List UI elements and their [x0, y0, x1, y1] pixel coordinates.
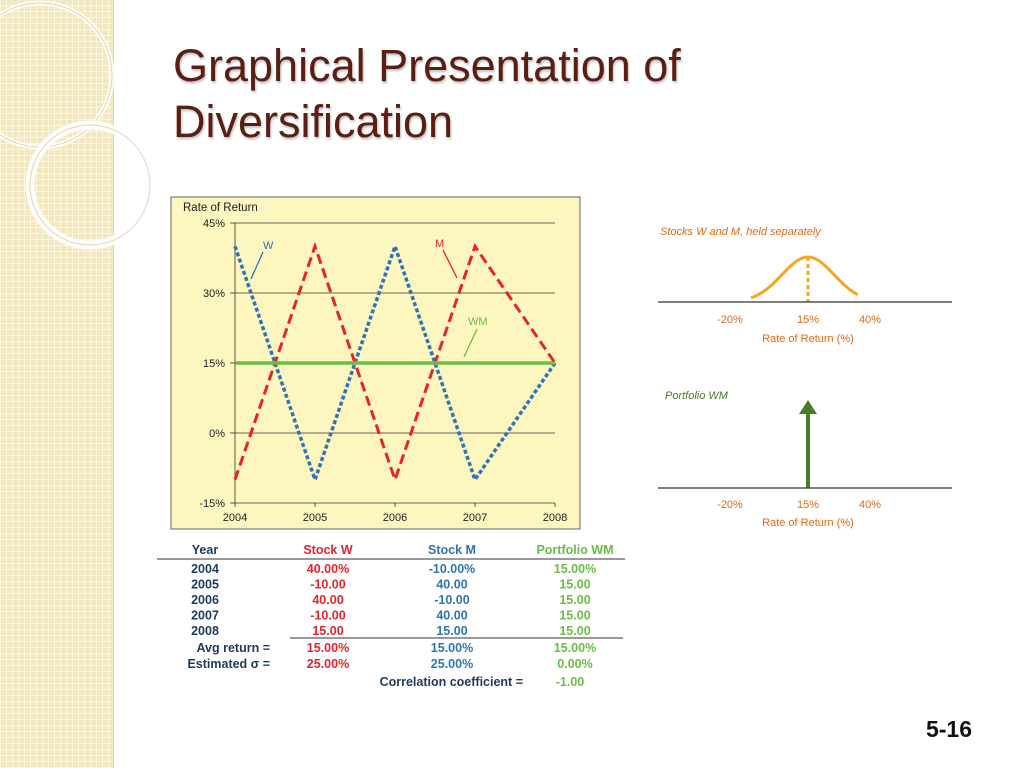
portfolio-x-tick: 40% — [859, 499, 881, 511]
table-value-cell: 40.00% — [307, 562, 349, 576]
y-tick-label: 15% — [203, 358, 225, 370]
std-dev-label: Estimated σ = — [187, 657, 270, 671]
separate-stocks-distribution-chart: Stocks W and M, held separately -20% 15% 4… — [658, 226, 952, 345]
portfolio-x-label: Rate of Return (%) — [762, 517, 854, 529]
x-tick-label: 2007 — [463, 512, 487, 524]
series-label-m: M — [435, 238, 444, 250]
series-line-m — [233, 241, 557, 485]
series-pointer-w — [250, 251, 264, 280]
avg-return-wm: 15.00% — [554, 641, 596, 655]
series-line-w — [233, 240, 557, 486]
table-year-cell: 2007 — [191, 609, 219, 623]
portfolio-x-tick: -20% — [717, 499, 743, 511]
slide-title: Graphical Presentation of Diversificatio… — [173, 38, 873, 150]
distribution-x-tick: 15% — [797, 314, 819, 326]
title-line-1: Graphical Presentation of — [173, 40, 681, 91]
table-year-cell: 2006 — [191, 593, 219, 607]
series-pointer-m — [442, 249, 458, 279]
returns-line-chart: Rate of Return 45% 30% 15% 0% -15% 2004 2005 2… — [170, 196, 581, 530]
table-value-cell: 15.00 — [559, 593, 590, 607]
correlation-label: Correlation coefficient = — [380, 675, 523, 689]
normal-curve — [750, 255, 859, 300]
table-value-cell: 15.00 — [559, 624, 590, 638]
slide-number: 5-16 — [925, 716, 972, 742]
series-label-w: W — [263, 240, 274, 252]
table-value-cell: 15.00 — [312, 624, 343, 638]
portfolio-x-tick: 15% — [797, 499, 819, 511]
title-line-2: Diversification — [173, 96, 454, 147]
table-value-cell: -10.00 — [434, 593, 469, 607]
series-label-wm: WM — [468, 316, 488, 328]
x-tick-label: 2006 — [383, 512, 407, 524]
header-stock-w: Stock W — [303, 543, 353, 557]
header-year: Year — [192, 543, 219, 557]
table-value-cell: -10.00 — [310, 578, 345, 592]
table-value-cell: 15.00 — [559, 578, 590, 592]
header-portfolio-wm: Portfolio WM — [536, 543, 613, 557]
avg-return-label: Avg return = — [196, 641, 270, 655]
decorative-circles — [0, 0, 155, 250]
table-year-cell: 2005 — [191, 578, 219, 592]
y-tick-label: -15% — [199, 498, 225, 510]
x-tick-label: 2004 — [223, 512, 247, 524]
avg-return-w: 15.00% — [307, 641, 349, 655]
distribution-x-tick: -20% — [717, 314, 743, 326]
table-year-cell: 2004 — [191, 562, 219, 576]
table-value-cell: -10.00% — [429, 562, 476, 576]
table-value-cell: 40.00 — [312, 593, 343, 607]
table-value-cell: 15.00 — [559, 609, 590, 623]
std-dev-w: 25.00% — [307, 657, 349, 671]
returns-table: Year Stock W Stock M Portfolio WM 2004 40… — [157, 543, 625, 689]
table-value-cell: -10.00 — [310, 609, 345, 623]
correlation-value: -1.00 — [556, 675, 585, 689]
table-value-cell: 40.00 — [436, 578, 467, 592]
series-pointer-wm — [463, 328, 478, 358]
distribution-x-tick: 40% — [859, 314, 881, 326]
distribution-x-label: Rate of Return (%) — [762, 333, 854, 345]
header-stock-m: Stock M — [428, 543, 476, 557]
y-tick-label: 45% — [203, 218, 225, 230]
portfolio-distribution-chart: Portfolio WM -20% 15% 40% Rate of Return (… — [658, 390, 952, 529]
table-value-cell: 40.00 — [436, 609, 467, 623]
y-axis-title: Rate of Return — [183, 202, 258, 214]
table-value-cell: 15.00% — [554, 562, 596, 576]
avg-return-m: 15.00% — [431, 641, 473, 655]
std-dev-m: 25.00% — [431, 657, 473, 671]
y-tick-label: 0% — [209, 428, 225, 440]
x-tick-label: 2005 — [303, 512, 327, 524]
distribution-title: Stocks W and M, held separately — [660, 226, 822, 238]
std-dev-wm: 0.00% — [557, 657, 592, 671]
table-year-cell: 2008 — [191, 624, 219, 638]
x-tick-label: 2008 — [543, 512, 567, 524]
portfolio-title: Portfolio WM — [665, 390, 729, 402]
table-value-cell: 15.00 — [436, 624, 467, 638]
portfolio-arrow-head — [799, 400, 817, 414]
y-tick-label: 30% — [203, 288, 225, 300]
